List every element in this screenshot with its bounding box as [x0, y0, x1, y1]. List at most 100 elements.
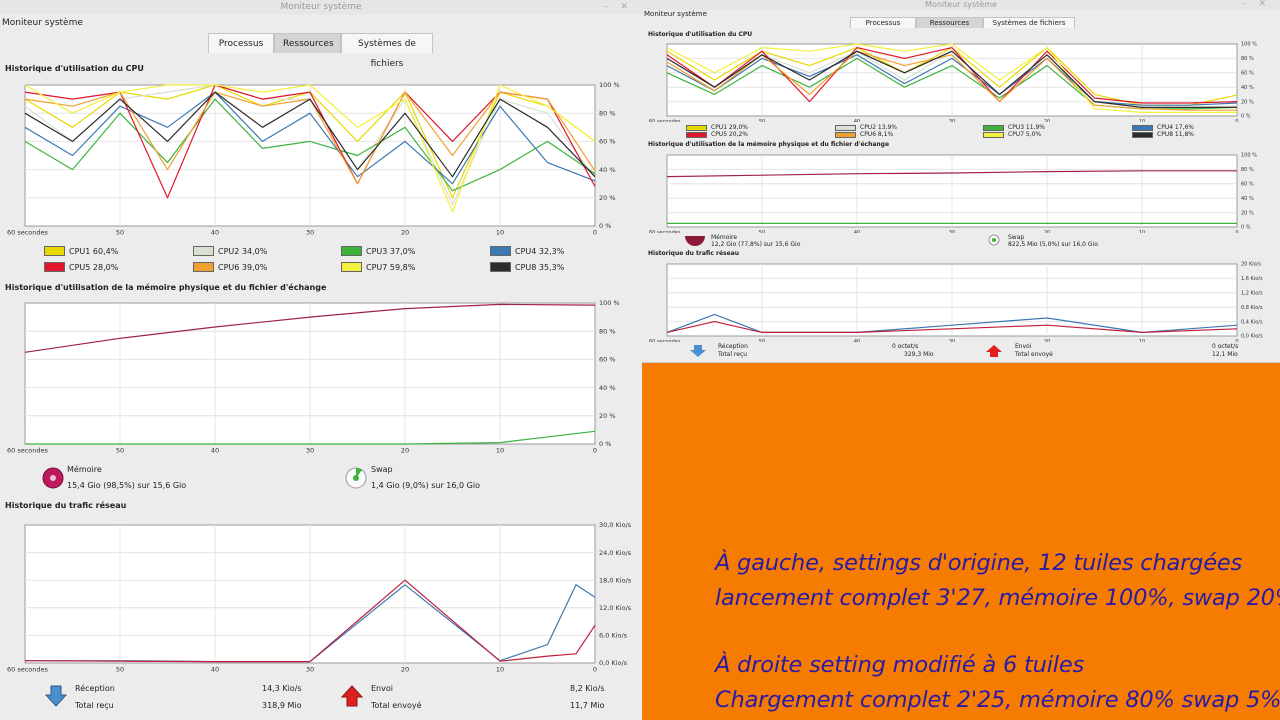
tx-rate: 8,2 Kio/s: [570, 684, 605, 693]
y-tick-label: 12,0 Kio/s: [599, 604, 632, 612]
legend-item-cpu2[interactable]: CPU2 13,9%: [835, 124, 897, 131]
caption-line-4: Chargement complet 2'25, mémoire 80% swa…: [715, 687, 1280, 713]
legend-item-cpu1[interactable]: CPU1 29,0%: [686, 124, 748, 131]
legend-item-cpu4[interactable]: CPU4 32,3%: [490, 246, 564, 256]
color-swatch[interactable]: [193, 246, 214, 256]
x-tick-label: 10: [1139, 119, 1145, 122]
x-tick-label: 20: [1044, 230, 1050, 233]
swap-pie-icon: [345, 467, 367, 489]
legend-label: CPU3 11,9%: [1008, 124, 1045, 131]
minimize-icon[interactable]: –: [1241, 0, 1247, 9]
series-line-swap: [25, 430, 596, 445]
cpu-history-title: Historique d'utilisation du CPU: [5, 64, 144, 73]
caption-line-1: À gauche, settings d'origine, 12 tuiles …: [715, 550, 1243, 576]
legend-item-cpu7[interactable]: CPU7 59,8%: [341, 262, 415, 272]
x-tick-label: 60 secondes: [7, 447, 49, 455]
tab-ressources[interactable]: Ressources: [274, 33, 341, 53]
color-swatch[interactable]: [193, 262, 214, 272]
y-tick-label: 0,0 Kio/s: [1241, 334, 1263, 340]
x-tick-label: 50: [116, 447, 124, 455]
color-swatch[interactable]: [341, 246, 362, 256]
caption-line-2: lancement complet 3'27, mémoire 100%, sw…: [715, 585, 1280, 611]
legend-item-cpu4[interactable]: CPU4 17,6%: [1132, 124, 1194, 131]
y-tick-label: 0 %: [1241, 225, 1251, 231]
x-tick-label: 20: [401, 666, 409, 674]
close-icon[interactable]: ✕: [620, 2, 628, 12]
y-tick-label: 0 %: [599, 222, 611, 230]
legend-item-cpu5[interactable]: CPU5 28,0%: [44, 262, 118, 272]
legend-item-cpu3[interactable]: CPU3 37,0%: [341, 246, 415, 256]
rx-total: 329,3 Mio: [904, 351, 934, 358]
color-swatch[interactable]: [1132, 131, 1153, 138]
x-tick-label: 50: [759, 339, 765, 342]
series-line-cpu8: [24, 91, 596, 178]
color-swatch[interactable]: [490, 262, 511, 272]
series-line-mémoire: [24, 303, 596, 353]
legend-item-cpu8[interactable]: CPU8 35,3%: [490, 262, 564, 272]
color-swatch[interactable]: [44, 262, 65, 272]
y-tick-label: 40 %: [599, 166, 616, 174]
legend-item-cpu8[interactable]: CPU8 11,8%: [1132, 131, 1194, 138]
color-swatch[interactable]: [835, 131, 856, 138]
tab-processus[interactable]: Processus: [208, 33, 274, 53]
close-icon[interactable]: ✕: [1258, 0, 1266, 9]
x-tick-label: 10: [1139, 230, 1145, 233]
y-tick-label: 40 %: [1241, 85, 1254, 91]
app-name: Moniteur système: [2, 18, 83, 28]
tx-label: Envoi: [1015, 343, 1032, 350]
series-line-réception: [666, 313, 1238, 334]
tab-bar: Processus Ressources Systèmes de fichier…: [850, 17, 1075, 28]
legend-label: CPU4 32,3%: [515, 246, 565, 256]
tab-ressources[interactable]: Ressources: [916, 17, 983, 28]
legend-item-cpu1[interactable]: CPU1 60,4%: [44, 246, 118, 256]
y-tick-label: 30,0 Kio/s: [599, 521, 632, 529]
memory-history-chart: 100 % 80 % 60 % 40 % 20 % 0 % 60 secondes 50 40 3…: [649, 153, 1257, 233]
color-swatch[interactable]: [44, 246, 65, 256]
legend-label: CPU4 17,6%: [1157, 124, 1194, 131]
title-bar[interactable]: Moniteur système – ✕: [0, 0, 642, 14]
x-tick-label: 20: [401, 229, 409, 237]
series-line-mémoire: [666, 170, 1237, 178]
legend-item-cpu6[interactable]: CPU6 8,1%: [835, 131, 893, 138]
legend-item-cpu6[interactable]: CPU6 39,0%: [193, 262, 267, 272]
memory-pie-icon: [42, 467, 64, 489]
color-swatch[interactable]: [490, 246, 511, 256]
legend-item-cpu7[interactable]: CPU7 5,0%: [983, 131, 1041, 138]
title-bar[interactable]: Moniteur système – ✕: [642, 0, 1280, 10]
x-tick-label: 10: [1139, 339, 1145, 342]
series-line-envoi: [24, 579, 596, 663]
color-swatch[interactable]: [835, 124, 856, 131]
x-tick-label: 60 secondes: [649, 230, 681, 233]
series-line-cpu8: [666, 50, 1237, 109]
legend-item-cpu2[interactable]: CPU2 34,0%: [193, 246, 267, 256]
color-swatch[interactable]: [686, 131, 707, 138]
network-history-chart: 30,0 Kio/s 24,0 Kio/s 18,0 Kio/s 12,0 Kio/s…: [7, 521, 632, 674]
color-swatch[interactable]: [686, 124, 707, 131]
tab-processus[interactable]: Processus: [850, 17, 916, 28]
memory-history-chart: 100 % 80 % 60 % 40 % 20 % 0 % 60 secondes 50 40 3…: [7, 299, 620, 455]
y-tick-label: 80 %: [1241, 56, 1254, 62]
legend-item-cpu5[interactable]: CPU5 20,2%: [686, 131, 748, 138]
series-line-envoi: [666, 320, 1238, 334]
color-swatch[interactable]: [983, 131, 1004, 138]
minimize-icon[interactable]: –: [603, 2, 609, 12]
legend-label: CPU6 39,0%: [218, 262, 268, 272]
system-monitor-window-left: Moniteur système – ✕ Moniteur système Pr…: [0, 0, 642, 720]
tx-total: 12,1 Mio: [1212, 351, 1238, 358]
memory-label: Mémoire: [711, 234, 738, 241]
network-history-title: Historique du trafic réseau: [5, 501, 127, 510]
y-tick-label: 100 %: [1241, 42, 1257, 48]
legend-item-cpu3[interactable]: CPU3 11,9%: [983, 124, 1045, 131]
legend-label: CPU5 20,2%: [711, 131, 748, 138]
legend-label: CPU2 13,9%: [860, 124, 897, 131]
y-tick-label: 20 %: [1241, 210, 1254, 216]
x-tick-label: 30: [949, 119, 955, 122]
tab-systemes-de-fichiers[interactable]: Systèmes de fichiers: [983, 17, 1075, 28]
tab-systemes-de-fichiers[interactable]: Systèmes de fichiers: [341, 33, 433, 69]
color-swatch[interactable]: [983, 124, 1004, 131]
color-swatch[interactable]: [341, 262, 362, 272]
x-tick-label: 50: [116, 229, 124, 237]
color-swatch[interactable]: [1132, 124, 1153, 131]
download-arrow-icon: [690, 345, 706, 357]
rx-rate: 14,3 Kio/s: [262, 684, 302, 693]
